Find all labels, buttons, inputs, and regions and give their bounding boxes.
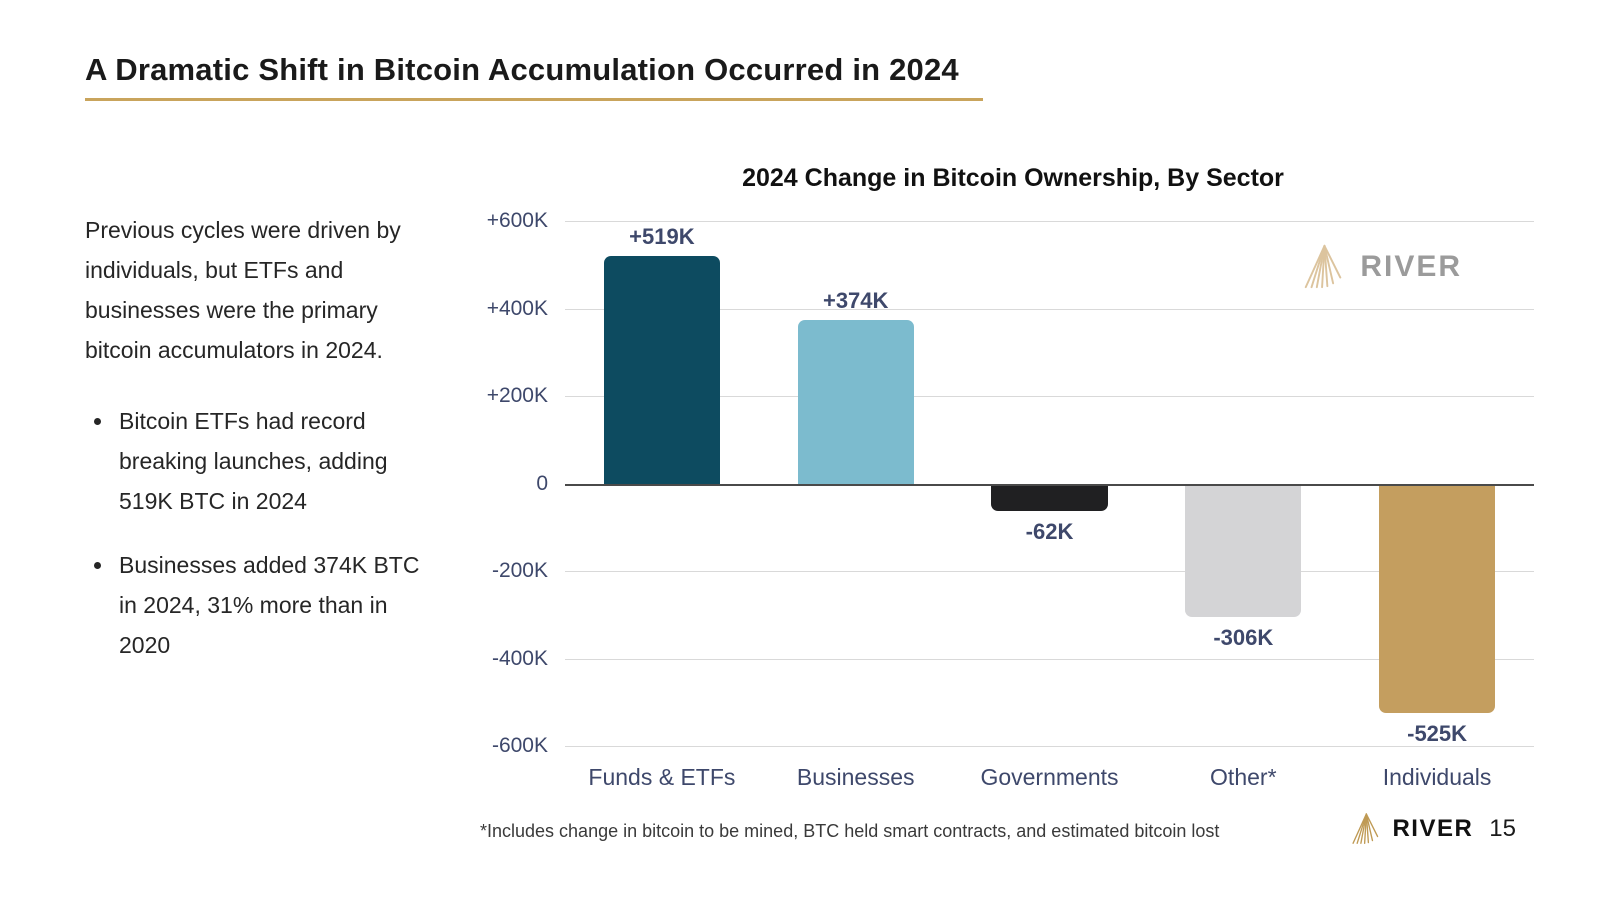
- river-logo-footer: RIVER 15: [1349, 812, 1516, 846]
- bar-column-businesses: +374K: [759, 221, 953, 746]
- bar-column-governments: -62K: [953, 221, 1147, 746]
- chart-title: 2024 Change in Bitcoin Ownership, By Sec…: [742, 164, 1284, 192]
- y-axis-tick-label: 0: [536, 471, 548, 495]
- bar-column-other: -306K: [1146, 221, 1340, 746]
- bar-value-label: +374K: [822, 287, 889, 313]
- x-axis-category-label: Funds & ETFs: [588, 764, 736, 790]
- gridline: [565, 746, 1534, 747]
- narrative-column: Previous cycles were driven by individua…: [85, 210, 445, 689]
- page-number: 15: [1489, 815, 1516, 842]
- bar-column-individuals: -525K: [1340, 221, 1534, 746]
- y-axis-tick-label: +400K: [486, 296, 548, 320]
- bar-value-label: -306K: [1213, 625, 1274, 651]
- y-axis-tick-label: -200K: [491, 559, 548, 582]
- gridline: [565, 658, 1534, 660]
- x-axis-category-label: Other*: [1210, 764, 1277, 790]
- bar-businesses: [797, 319, 914, 484]
- zero-axis-line: [565, 483, 1534, 486]
- bar-value-label: +519K: [629, 224, 695, 250]
- intro-text: Previous cycles were driven by individua…: [85, 217, 401, 363]
- header: A Dramatic Shift in Bitcoin Accumulation…: [85, 52, 983, 101]
- river-wordmark: RIVER: [1360, 250, 1462, 283]
- river-mountain-icon: [1352, 813, 1379, 844]
- y-axis-tick-label: -400K: [491, 646, 548, 670]
- bullet-item: Bitcoin ETFs had record breaking launche…: [115, 401, 425, 521]
- gridline: [565, 308, 1534, 310]
- footnote: *Includes change in bitcoin to be mined,…: [480, 821, 1220, 841]
- x-axis-category-label: Governments: [980, 764, 1119, 790]
- y-axis-tick-label: +200K: [486, 384, 548, 407]
- gridline: [565, 396, 1534, 397]
- bar-columns: +519K +374K -62K -306K -525K: [565, 221, 1534, 746]
- bar-individuals: [1378, 483, 1496, 714]
- river-mountain-icon: [1305, 244, 1342, 289]
- plot-area: RIVER +600K +400K +200K 0 -200K -400K -600K +51…: [487, 209, 1534, 757]
- river-wordmark: RIVER: [1392, 815, 1474, 842]
- gridline: [565, 571, 1534, 572]
- bar-other: [1185, 483, 1302, 618]
- bar-value-label: -525K: [1407, 721, 1468, 747]
- gridline: [565, 221, 1534, 222]
- x-axis-category-label: Individuals: [1382, 764, 1492, 790]
- y-axis-tick-label: +600K: [486, 209, 548, 232]
- bar-value-label: -62K: [1025, 518, 1074, 544]
- page-title: A Dramatic Shift in Bitcoin Accumulation…: [85, 52, 983, 101]
- x-axis-category-label: Businesses: [796, 764, 915, 790]
- bullet-item: Businesses added 374K BTC in 2024, 31% m…: [115, 545, 425, 665]
- bar-column-funds-etfs: +519K: [565, 221, 759, 746]
- river-logo-watermark: RIVER: [1300, 243, 1462, 291]
- bar-chart: 2024 Change in Bitcoin Ownership, By Sec…: [452, 150, 1534, 791]
- bar-governments: [991, 483, 1108, 511]
- bar-funds-etfs: [603, 256, 721, 484]
- x-axis-labels: Funds & ETFs Businesses Governments Other* I…: [565, 764, 1534, 791]
- y-axis-tick-label: -600K: [491, 734, 548, 757]
- bullet-list: Bitcoin ETFs had record breaking launche…: [85, 401, 425, 665]
